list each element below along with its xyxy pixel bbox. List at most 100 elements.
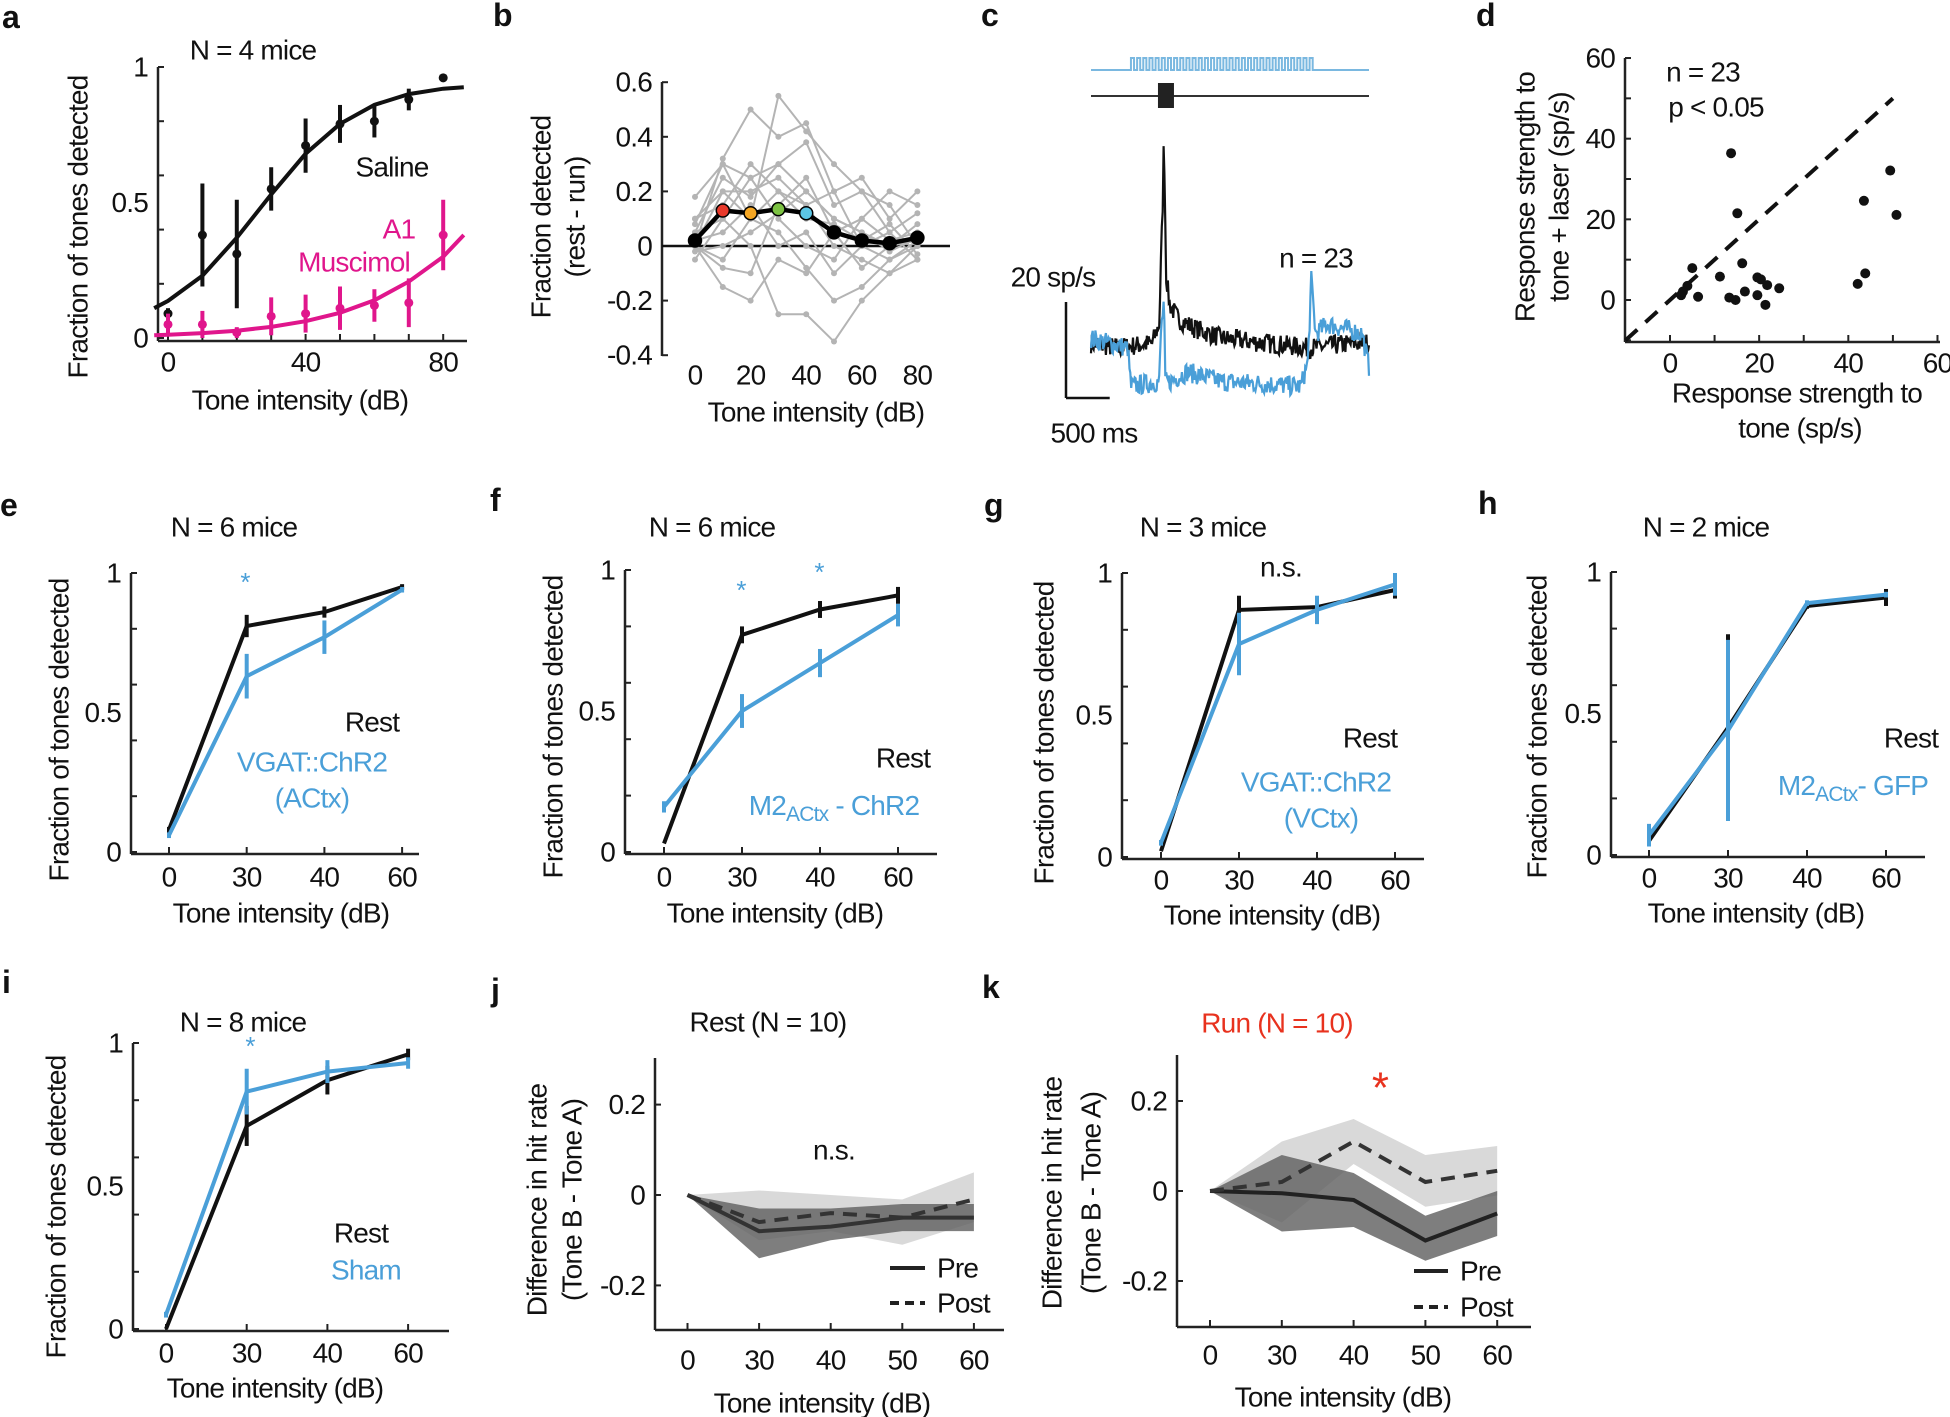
y-tick-label: 0.5 xyxy=(84,697,121,728)
data-point xyxy=(335,119,345,129)
tone-stimulus-block xyxy=(1157,83,1174,108)
y-axis-label: (rest - run) xyxy=(560,156,591,277)
individual-point xyxy=(775,133,782,140)
data-point xyxy=(369,300,379,310)
panel-a: a 0 0.5 1 0 40 80 N = 4 mice Tone intensity (dB)… xyxy=(2,0,467,416)
x-tick-label: 20 xyxy=(736,360,766,391)
individual-point xyxy=(719,264,726,271)
y-tick-label: -0.2 xyxy=(600,1270,645,1301)
series-line xyxy=(164,1061,409,1316)
individual-point xyxy=(719,283,726,290)
data-point xyxy=(369,116,379,126)
series-label: (VCtx) xyxy=(1284,803,1359,834)
y-tick-label: 0 xyxy=(637,231,652,262)
legend-label: Post xyxy=(1460,1292,1514,1323)
individual-point xyxy=(886,221,893,228)
x-tick-label: 40 xyxy=(1792,863,1822,894)
series-label: Rest xyxy=(334,1218,389,1249)
significance-marker: n.s. xyxy=(813,1135,855,1166)
individual-point xyxy=(692,256,698,263)
y-tick-label: -0.4 xyxy=(607,340,652,371)
scatter-point xyxy=(1760,299,1771,310)
individual-point xyxy=(747,243,754,249)
x-tick-label: 50 xyxy=(1411,1340,1441,1371)
individual-point xyxy=(831,188,837,195)
y-tick-label: 1 xyxy=(1097,558,1112,589)
series-label: VGAT::ChR2 xyxy=(1241,767,1391,798)
individual-point xyxy=(831,297,837,304)
x-axis-label: Tone intensity (dB) xyxy=(1164,900,1381,931)
y-tick-label: 0.6 xyxy=(615,67,652,98)
individual-point xyxy=(719,174,726,181)
panel-letter: j xyxy=(490,972,500,1008)
panel-k: k -0.2 0 0.2 0 30 40 50 60 Run (N = 10) Tone inten… xyxy=(982,969,1531,1413)
individual-point xyxy=(886,188,893,195)
y-axis-label: Fraction of tones detected xyxy=(1029,582,1060,885)
y-tick-label: 60 xyxy=(1585,43,1615,74)
individual-point xyxy=(775,92,782,99)
individual-point xyxy=(719,155,726,162)
panel-g: g 0 0.5 1 0 30 40 60 N = 3 mice Tone intensity (d… xyxy=(984,487,1424,931)
mean-point xyxy=(798,205,814,221)
individual-point xyxy=(914,256,921,263)
scatter-point xyxy=(1677,286,1688,297)
individual-point xyxy=(775,256,782,263)
data-point xyxy=(232,249,242,259)
x-axis-label: Tone intensity (dB) xyxy=(192,385,409,416)
series-label: Rest xyxy=(876,743,931,774)
individual-point xyxy=(747,174,754,181)
x-tick-label: 0 xyxy=(657,862,672,893)
series-line xyxy=(662,593,899,845)
data-point xyxy=(404,95,414,105)
label-suffix: - ChR2 xyxy=(828,790,919,821)
individual-point xyxy=(831,215,837,222)
y-tick-label: 0 xyxy=(108,1314,123,1345)
individual-point xyxy=(747,229,754,236)
x-tick-label: 30 xyxy=(232,862,262,893)
panel-title: N = 2 mice xyxy=(1643,512,1770,543)
individual-point xyxy=(858,188,865,195)
scale-bar-label: 500 ms xyxy=(1050,418,1137,449)
scatter-point xyxy=(1860,268,1871,279)
x-tick-label: 30 xyxy=(1713,863,1743,894)
panel-title: N = 4 mice xyxy=(190,35,317,66)
panel-i: i 0 0.5 1 0 30 40 60 N = 8 mice Tone intensity (d… xyxy=(2,964,449,1404)
x-tick-label: 0 xyxy=(159,1338,174,1369)
data-point xyxy=(404,298,414,308)
mean-point xyxy=(687,233,703,248)
psth-trace xyxy=(1089,271,1371,399)
identity-line xyxy=(1624,96,1895,342)
series-line xyxy=(167,585,403,831)
scatter-point xyxy=(1737,258,1748,269)
scatter-point xyxy=(1732,208,1743,219)
y-axis-label: Fraction of tones detected xyxy=(44,579,75,882)
legend-label: Pre xyxy=(1460,1256,1501,1287)
legend-label: Post xyxy=(937,1288,991,1319)
annotation: n = 23 xyxy=(1666,57,1740,88)
y-tick-label: 0 xyxy=(133,323,148,354)
x-tick-label: 80 xyxy=(903,360,933,391)
individual-point xyxy=(858,297,865,304)
x-tick-label: 30 xyxy=(727,862,757,893)
series-label: Muscimol xyxy=(298,247,410,278)
x-tick-label: 60 xyxy=(959,1345,989,1376)
individual-point xyxy=(803,229,810,236)
individual-point xyxy=(775,311,782,318)
x-tick-label: 0 xyxy=(1663,348,1678,379)
y-tick-label: 0.5 xyxy=(1075,700,1112,731)
significance-marker: n.s. xyxy=(1260,552,1302,583)
y-tick-label: 0 xyxy=(1586,840,1601,871)
x-axis-label: Tone intensity (dB) xyxy=(714,1388,931,1417)
series-line xyxy=(164,1052,409,1330)
panel-title: N = 6 mice xyxy=(649,512,776,543)
individual-point xyxy=(747,297,754,304)
x-tick-label: 60 xyxy=(1923,348,1950,379)
scatter-point xyxy=(1687,263,1698,274)
scatter-point xyxy=(1762,280,1773,291)
individual-point xyxy=(858,174,865,181)
mean-point xyxy=(882,236,897,251)
y-axis-label: Fraction of tones detected xyxy=(538,576,569,879)
individual-point xyxy=(831,202,837,209)
x-tick-label: 0 xyxy=(680,1345,695,1376)
y-tick-label: 0 xyxy=(1097,842,1112,873)
